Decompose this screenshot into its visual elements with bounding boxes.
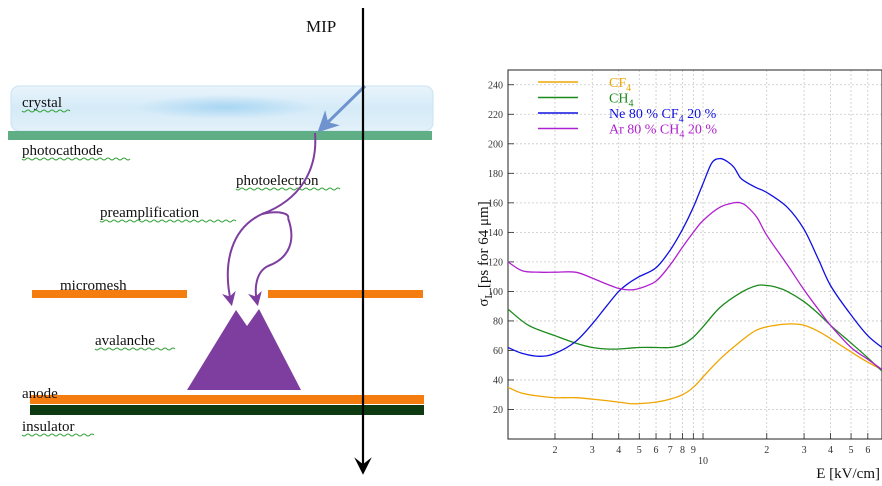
photon-arrow [317, 84, 367, 133]
micromesh-label: micromesh [60, 278, 127, 294]
photocathode-layer [8, 131, 432, 140]
y-axis-label-units: [ps for 64 μm] [476, 201, 492, 292]
legend-entry-3: Ar 80 % CH4 20 % [609, 123, 717, 141]
x-tick-label: 4 [616, 445, 621, 456]
x-tick-label: 8 [680, 445, 685, 456]
photocathode-label: photocathode [22, 143, 103, 159]
y-tick-label: 80 [493, 316, 503, 327]
y-tick-label: 140 [488, 228, 503, 239]
series-line-2 [507, 157, 882, 357]
chart-grid [508, 70, 882, 439]
x-tick-label: 5 [849, 445, 854, 456]
legend-entry-0: CF4 [609, 76, 631, 94]
x-tick-label: 3 [802, 445, 807, 456]
x-axis-label: E [kV/cm] [816, 466, 880, 482]
chart-plot-frame [507, 69, 882, 440]
x-tick-label: 4 [828, 445, 833, 456]
photoelectron-label: photoelectron [236, 173, 319, 189]
y-tick-label: 100 [488, 287, 503, 298]
crystal-label-underline [21, 109, 71, 113]
y-axis-ticks: 20 40 60 80 100 120 140 160 180 200 220 240 [488, 80, 514, 416]
photoelectron-path-branch [261, 211, 290, 219]
x-tick-label: 5 [637, 445, 642, 456]
insulator-label: insulator [22, 419, 75, 435]
photoelectron-path-right [248, 217, 293, 307]
photoelectron-label-underline [235, 187, 341, 191]
y-tick-label: 40 [493, 375, 503, 386]
x-tick-label: 6 [865, 445, 870, 456]
preamplification-label-underline [99, 219, 237, 223]
insulator-layer [30, 405, 424, 415]
anode-label: anode [22, 386, 58, 402]
x-tick-label: 2 [552, 445, 557, 456]
y-axis-label: σL [ps for 64 μm] [476, 201, 495, 306]
y-tick-label: 240 [488, 80, 503, 91]
x-tick-label: 6 [654, 445, 659, 456]
y-axis-label-subscript: L [483, 292, 495, 299]
crystal-scintillation-glow [135, 95, 315, 119]
anode-layer [30, 395, 424, 404]
mip-label: MIP [306, 17, 336, 36]
y-tick-label: 60 [493, 346, 503, 357]
photocathode-label-underline [21, 157, 131, 161]
x-tick-label: 10 [698, 456, 708, 467]
insulator-label-underline [21, 433, 95, 437]
photoelectron-path-left [222, 132, 317, 307]
x-tick-label: 2 [764, 445, 769, 456]
y-tick-label: 20 [493, 405, 503, 416]
y-axis-label-symbol: σ [476, 299, 492, 307]
series-line-3 [507, 201, 882, 371]
series-line-0 [507, 323, 882, 405]
avalanche-label-underline [94, 347, 176, 351]
y-tick-label: 120 [488, 257, 503, 268]
avalanche-shape [187, 309, 301, 390]
y-tick-label: 200 [488, 139, 503, 150]
detector-diagram: crystal photocathode photoelectron pream… [8, 8, 434, 475]
avalanche-label: avalanche [95, 333, 155, 349]
legend-entry-1: CH4 [609, 92, 633, 110]
x-tick-label: 3 [590, 445, 595, 456]
legend-entry-2: Ne 80 % CF4 20 % [609, 107, 717, 125]
y-tick-label: 220 [488, 110, 503, 121]
crystal-label: crystal [22, 95, 62, 111]
preamplification-label: preamplification [100, 205, 200, 221]
micromesh-left-bar [32, 290, 187, 298]
x-tick-label: 9 [691, 445, 696, 456]
series-line-1 [507, 284, 882, 372]
x-tick-label: 7 [668, 445, 673, 456]
y-tick-label: 180 [488, 169, 503, 180]
y-tick-label: 160 [488, 198, 503, 209]
micromesh-right-bar [268, 290, 423, 298]
chart-series [507, 157, 882, 405]
